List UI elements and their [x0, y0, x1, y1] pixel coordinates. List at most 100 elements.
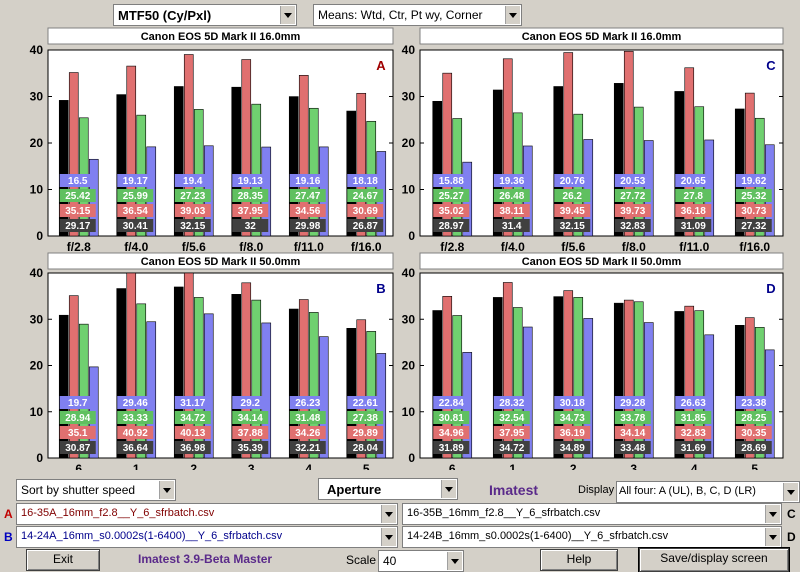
value-label-bg [493, 411, 530, 424]
value-label-partway: 26.48 [499, 191, 524, 202]
chevron-down-icon[interactable] [159, 481, 174, 499]
value-label-bg [59, 426, 96, 439]
scale-select[interactable]: 40 [378, 550, 464, 572]
value-label-bg [554, 441, 591, 454]
value-label-corner: 23.38 [741, 398, 766, 409]
value-label-partway: 31.48 [295, 413, 320, 424]
save-display-button[interactable]: Save/display screen [639, 548, 789, 572]
bar-weighted [674, 311, 685, 459]
value-label-bg [735, 411, 772, 424]
chevron-down-icon[interactable] [280, 6, 295, 24]
y-tick-label: 30 [30, 90, 44, 104]
value-label-bg [232, 426, 269, 439]
help-button[interactable]: Help [540, 549, 618, 571]
file-d-select[interactable]: 14-24B_16mm_s0.0002s(1-6400)__Y_6_sfrbat… [402, 526, 782, 548]
value-label-bg [289, 441, 326, 454]
x-tick-label: f/4.0 [124, 240, 148, 254]
bar-weighted [553, 296, 564, 459]
value-label-partway: 28.25 [741, 413, 766, 424]
value-label-bg [493, 426, 530, 439]
x-tick-label: f/16.0 [739, 240, 770, 254]
value-label-partway: 24.67 [353, 191, 378, 202]
bar-partway [512, 307, 523, 459]
value-label-bg [735, 219, 772, 232]
bar-partway [193, 109, 204, 237]
bar-center [744, 92, 755, 237]
bar-center [356, 92, 367, 237]
chevron-down-icon[interactable] [381, 505, 396, 523]
value-label-bg [614, 426, 651, 439]
value-label-center: 40.13 [180, 428, 205, 439]
aperture-select[interactable]: Aperture [318, 478, 458, 500]
value-label-center: 30.73 [741, 206, 766, 217]
bar-corner [261, 322, 272, 459]
value-label-bg [675, 411, 712, 424]
sort-select[interactable]: Sort by shutter speed [16, 479, 176, 501]
file-a-select[interactable]: 16-35A_16mm_f2.8__Y_6_sfrbatch.csv [16, 503, 398, 525]
chevron-down-icon[interactable] [381, 528, 396, 546]
value-label-partway: 27.47 [295, 191, 320, 202]
bar-weighted [613, 83, 624, 237]
value-label-corner: 20.65 [681, 176, 706, 187]
chevron-down-icon[interactable] [441, 480, 456, 498]
bar-center [502, 58, 513, 237]
bar-center [744, 317, 755, 459]
display-select[interactable]: All four: A (UL), B, C, D (LR) [616, 481, 800, 503]
bar-partway [308, 312, 319, 459]
value-label-weighted: 31.09 [681, 221, 706, 232]
value-label-corner: 19.13 [238, 176, 263, 187]
value-label-partway: 34.14 [238, 413, 263, 424]
file-b-select[interactable]: 14-24A_16mm_s0.0002s(1-6400)__Y_6_sfrbat… [16, 526, 398, 548]
x-tick-label: 6 [449, 462, 456, 470]
value-label-center: 29.89 [353, 428, 378, 439]
chevron-down-icon[interactable] [505, 6, 520, 24]
value-label-bg [675, 441, 712, 454]
value-label-corner: 19.62 [741, 176, 766, 187]
panel-title-bar [47, 252, 394, 270]
value-label-bg [493, 174, 530, 187]
value-label-weighted: 26.87 [353, 221, 378, 232]
display-select-value: All four: A (UL), B, C, D (LR) [619, 485, 756, 497]
x-tick-label: 4 [305, 462, 312, 470]
x-tick-label: 4 [691, 462, 698, 470]
y-tick-label: 20 [402, 136, 416, 150]
value-label-weighted: 32.15 [180, 221, 205, 232]
chevron-down-icon[interactable] [783, 483, 798, 501]
bar-partway [694, 106, 705, 237]
value-label-partway: 25.42 [65, 191, 90, 202]
bar-weighted [173, 286, 184, 459]
file-c-select[interactable]: 16-35B_16mm_f2.8__Y_6_sfrbatch.csv [402, 503, 782, 525]
value-label-center: 34.14 [620, 428, 645, 439]
value-label-bg [174, 204, 211, 217]
value-label-bg [232, 174, 269, 187]
means-select[interactable]: Means: Wtd, Ctr, Pt wy, Corner [313, 4, 522, 26]
value-label-center: 38.11 [500, 206, 525, 217]
scale-select-value: 40 [383, 554, 397, 568]
bar-corner [522, 326, 533, 459]
value-label-weighted: 31.4 [502, 221, 522, 232]
metric-select[interactable]: MTF50 (Cy/Pxl) [113, 4, 297, 26]
value-label-bg [347, 441, 384, 454]
value-label-bg [554, 189, 591, 202]
chevron-down-icon[interactable] [447, 552, 462, 570]
panel-title-bar [419, 252, 784, 270]
value-label-partway: 27.8 [684, 191, 704, 202]
value-label-weighted: 33.48 [620, 443, 645, 454]
value-label-corner: 26.23 [295, 398, 320, 409]
value-label-weighted: 36.64 [123, 443, 148, 454]
value-label-center: 39.73 [620, 206, 645, 217]
chevron-down-icon[interactable] [765, 528, 780, 546]
value-label-bg [117, 426, 154, 439]
exit-button[interactable]: Exit [26, 549, 100, 571]
value-label-weighted: 30.41 [123, 221, 148, 232]
value-label-bg [554, 204, 591, 217]
value-label-weighted: 28.69 [741, 443, 766, 454]
chevron-down-icon[interactable] [765, 505, 780, 523]
bar-center [126, 65, 137, 237]
value-label-bg [232, 396, 269, 409]
panel-title-bar [419, 27, 784, 45]
value-label-bg [289, 396, 326, 409]
value-label-bg [675, 219, 712, 232]
bar-weighted [346, 328, 357, 459]
x-tick-label: f/8.0 [622, 240, 646, 254]
